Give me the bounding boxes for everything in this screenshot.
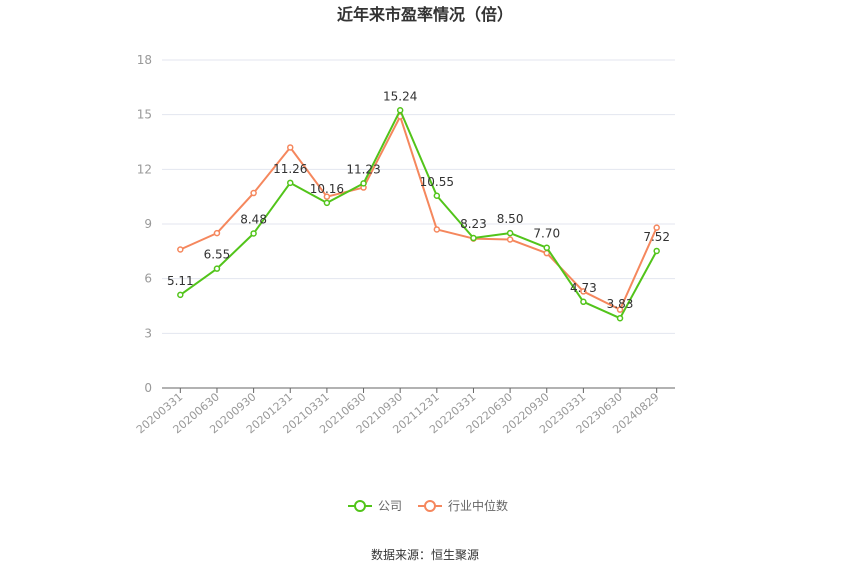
point-company <box>433 192 441 200</box>
y-tick-label: 9 <box>144 217 152 231</box>
point-company <box>213 265 221 272</box>
point-industry-median <box>506 236 514 243</box>
point-company <box>396 107 404 114</box>
point-company <box>323 199 331 207</box>
legend-marker-icon <box>424 500 436 512</box>
y-tick-label: 6 <box>144 272 152 286</box>
data-label: 10.55 <box>420 175 454 189</box>
data-label: 4.73 <box>570 281 597 295</box>
point-company <box>506 229 514 237</box>
point-company <box>250 230 257 237</box>
y-tick-label: 18 <box>137 53 152 67</box>
point-industry-median <box>580 288 587 295</box>
data-label: 5.11 <box>167 274 194 288</box>
point-industry-median <box>616 306 624 313</box>
point-company <box>287 179 294 187</box>
point-industry-median <box>323 193 331 200</box>
point-company <box>177 291 184 299</box>
point-industry-median <box>433 226 441 233</box>
chart-title: 近年来市盈率情况（倍） <box>337 5 513 24</box>
data-label: 11.23 <box>346 162 380 176</box>
point-industry-median <box>287 144 294 151</box>
data-label: 15.24 <box>383 89 417 103</box>
legend-label: 公司 <box>378 499 402 513</box>
point-company <box>543 244 550 251</box>
data-label: 8.48 <box>240 212 267 226</box>
data-label: 6.55 <box>204 248 231 262</box>
point-industry-median <box>177 246 184 253</box>
y-tick-label: 15 <box>137 108 152 122</box>
point-company <box>360 180 367 187</box>
point-company <box>653 247 660 255</box>
legend-item-industry-median[interactable]: 行业中位数 <box>418 498 508 513</box>
legend-label: 行业中位数 <box>448 498 508 513</box>
axes: 0369121518202003312020063020200930202012… <box>134 53 675 436</box>
data-label: 10.16 <box>310 182 344 196</box>
point-industry-median <box>250 189 257 197</box>
legend-marker-icon <box>354 500 366 512</box>
y-tick-label: 3 <box>144 326 152 340</box>
point-industry-median <box>213 229 221 237</box>
source-note: 数据来源：恒生聚源 <box>371 547 479 562</box>
series-line-company <box>179 109 658 320</box>
point-industry-median <box>653 224 660 231</box>
data-label: 3.83 <box>607 297 634 311</box>
legend-item-company[interactable]: 公司 <box>348 499 402 513</box>
data-label: 7.70 <box>533 227 560 241</box>
data-label: 8.50 <box>497 212 524 226</box>
data-label: 8.23 <box>460 217 487 231</box>
point-company <box>580 298 587 306</box>
point-company <box>470 234 477 242</box>
series-line-industry-median <box>179 115 658 311</box>
y-tick-label: 12 <box>137 162 152 176</box>
point-company <box>616 314 624 322</box>
data-label: 7.52 <box>643 230 670 244</box>
data-label: 11.26 <box>273 162 307 176</box>
grid <box>162 59 675 334</box>
series <box>177 107 660 322</box>
y-tick-label: 0 <box>144 381 152 395</box>
legend[interactable]: 公司 行业中位数 <box>348 498 508 513</box>
